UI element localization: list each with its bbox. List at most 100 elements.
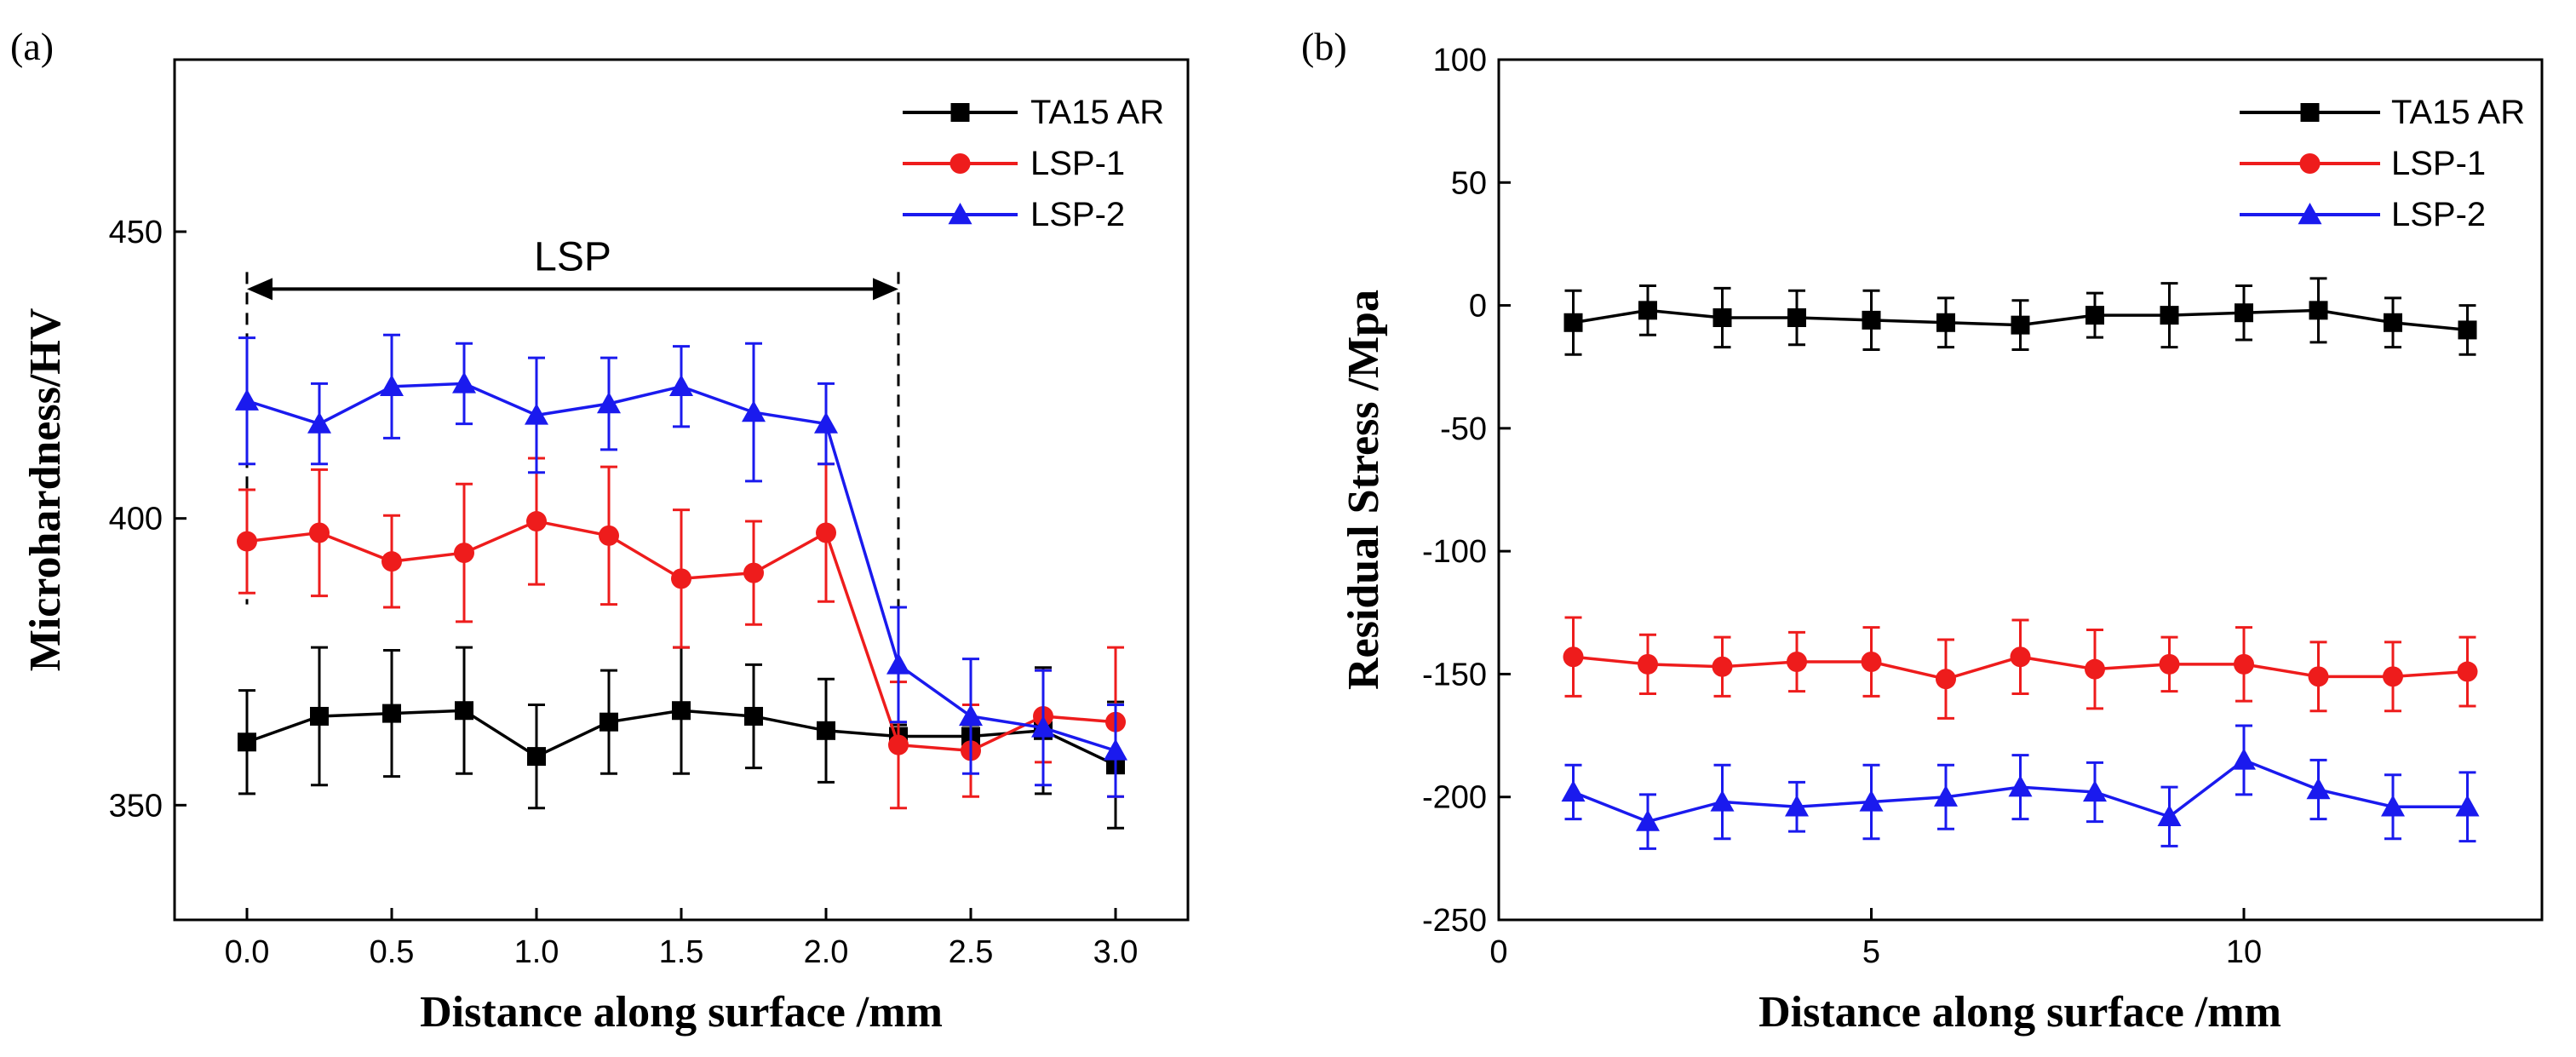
data-point-ta15-ar bbox=[600, 712, 618, 732]
data-point-ta15-ar bbox=[310, 706, 329, 726]
data-point-ta15-ar bbox=[2384, 313, 2402, 332]
data-point-lsp-1 bbox=[599, 525, 619, 546]
x-tick-label: 2.0 bbox=[804, 934, 849, 970]
legend-marker-lsp-2 bbox=[2298, 203, 2322, 225]
x-tick-label: 5 bbox=[1862, 934, 1880, 970]
data-point-ta15-ar bbox=[1713, 308, 1732, 327]
legend-marker-lsp-2 bbox=[948, 203, 972, 225]
data-point-lsp-2 bbox=[525, 403, 548, 425]
y-tick-label: 50 bbox=[1451, 165, 1487, 201]
data-point-lsp-2 bbox=[2455, 795, 2480, 817]
y-tick-label: 0 bbox=[1469, 289, 1487, 325]
panel-a-label: (a) bbox=[10, 25, 54, 68]
data-point-ta15-ar bbox=[382, 704, 401, 723]
panel-a-legend: TA15 AR LSP-1 LSP-2 bbox=[903, 94, 1164, 233]
x-tick-label: 1.0 bbox=[514, 934, 559, 970]
y-tick-label: -250 bbox=[1422, 903, 1487, 939]
data-point-lsp-1 bbox=[2308, 666, 2329, 687]
data-point-ta15-ar bbox=[2458, 320, 2477, 340]
series-ta15-ar bbox=[1563, 277, 2477, 356]
x-tick-label: 2.5 bbox=[949, 934, 994, 970]
data-point-lsp-2 bbox=[452, 371, 476, 394]
lsp-arrow-right-head bbox=[873, 278, 898, 301]
panel-b-frame bbox=[1497, 58, 2544, 922]
data-point-lsp-2 bbox=[1785, 795, 1809, 817]
data-point-lsp-2 bbox=[1031, 715, 1055, 738]
y-tick-label: 450 bbox=[109, 215, 163, 250]
panel-b-ticks: 0 5 10 -250 -200 -150 -100 -50 0 50 100 bbox=[1422, 43, 2262, 970]
panel-a-y-axis-title: Microhardness/HV bbox=[21, 308, 70, 672]
legend-marker-ta15-ar bbox=[950, 103, 970, 122]
data-point-lsp-2 bbox=[959, 704, 983, 727]
legend-a-label-lsp1: LSP-1 bbox=[1030, 145, 1125, 182]
y-tick-label: -150 bbox=[1422, 657, 1487, 692]
legend-marker-lsp-1 bbox=[2299, 153, 2321, 174]
x-tick-label: 0.0 bbox=[225, 934, 270, 970]
y-tick-label: 400 bbox=[109, 502, 163, 537]
data-point-lsp-2 bbox=[1104, 738, 1127, 761]
data-point-ta15-ar bbox=[1862, 310, 1881, 330]
data-point-lsp-2 bbox=[2157, 804, 2182, 826]
data-point-lsp-2 bbox=[814, 411, 838, 434]
x-tick-label: 0.5 bbox=[370, 934, 415, 970]
legend-b-label-lsp1: LSP-1 bbox=[2391, 145, 2486, 182]
data-point-ta15-ar bbox=[455, 701, 473, 721]
data-point-ta15-ar bbox=[2160, 306, 2179, 325]
panel-b-series bbox=[1561, 277, 2480, 850]
panel-a-series bbox=[235, 333, 1127, 830]
data-point-ta15-ar bbox=[2309, 301, 2328, 320]
data-point-ta15-ar bbox=[1638, 301, 1657, 320]
lsp-annotation-label: LSP bbox=[534, 234, 611, 279]
x-tick-label: 0 bbox=[1489, 934, 1507, 970]
data-point-ta15-ar bbox=[817, 721, 835, 740]
x-tick-label: 1.5 bbox=[659, 934, 704, 970]
data-point-lsp-1 bbox=[309, 522, 330, 543]
data-point-lsp-1 bbox=[454, 543, 474, 564]
data-point-lsp-2 bbox=[1636, 809, 1660, 831]
panel-b-legend: TA15 AR LSP-1 LSP-2 bbox=[2240, 94, 2525, 233]
data-point-lsp-1 bbox=[382, 551, 402, 572]
data-point-lsp-1 bbox=[1861, 652, 1882, 672]
series-lsp-1 bbox=[1563, 616, 2478, 720]
data-point-lsp-1 bbox=[2383, 666, 2403, 687]
data-point-lsp-2 bbox=[597, 392, 621, 414]
data-point-ta15-ar bbox=[2011, 315, 2030, 335]
panel-b-x-axis-title: Distance along surface /mm bbox=[1758, 988, 2281, 1037]
data-point-lsp-1 bbox=[2085, 658, 2105, 680]
data-point-lsp-2 bbox=[2381, 795, 2405, 817]
y-tick-label: -100 bbox=[1422, 534, 1487, 570]
data-point-lsp-2 bbox=[1561, 779, 1586, 802]
data-point-ta15-ar bbox=[744, 706, 763, 726]
x-tick-label: 3.0 bbox=[1093, 934, 1139, 970]
data-point-lsp-1 bbox=[237, 531, 257, 552]
legend-a-label-ta15: TA15 AR bbox=[1030, 94, 1164, 131]
series-lsp-1 bbox=[237, 457, 1126, 810]
y-tick-label: -50 bbox=[1440, 411, 1487, 447]
data-point-ta15-ar bbox=[672, 701, 691, 721]
data-point-lsp-1 bbox=[1936, 669, 1956, 690]
data-point-lsp-2 bbox=[742, 400, 766, 422]
data-point-ta15-ar bbox=[527, 747, 546, 767]
legend-a-label-lsp2: LSP-2 bbox=[1030, 196, 1125, 233]
lsp-arrow-left-head bbox=[247, 278, 273, 301]
data-point-lsp-2 bbox=[1934, 784, 1958, 807]
data-point-lsp-1 bbox=[816, 522, 836, 543]
data-point-lsp-1 bbox=[1787, 652, 1807, 672]
panel-b-label: (b) bbox=[1301, 25, 1347, 68]
data-point-ta15-ar bbox=[1936, 313, 1955, 332]
data-point-lsp-1 bbox=[743, 562, 764, 583]
series-lsp-2 bbox=[235, 333, 1127, 798]
data-point-ta15-ar bbox=[1787, 308, 1806, 327]
y-tick-label: 350 bbox=[109, 788, 163, 824]
x-tick-label: 10 bbox=[2226, 934, 2262, 970]
data-point-ta15-ar bbox=[238, 732, 256, 752]
y-tick-label: -200 bbox=[1422, 780, 1487, 816]
data-point-lsp-1 bbox=[2234, 653, 2254, 675]
data-point-lsp-2 bbox=[2232, 748, 2256, 770]
data-point-lsp-2 bbox=[1859, 790, 1884, 812]
data-point-lsp-1 bbox=[1712, 656, 1733, 677]
data-point-lsp-1 bbox=[671, 568, 691, 589]
legend-b-label-ta15: TA15 AR bbox=[2391, 94, 2525, 131]
data-point-lsp-1 bbox=[888, 734, 909, 755]
